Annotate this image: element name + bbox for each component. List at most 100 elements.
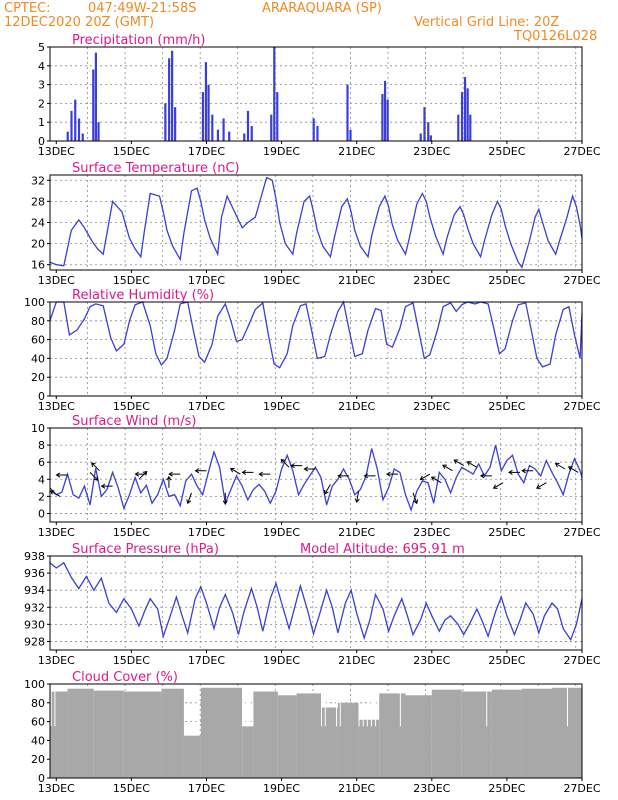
y-tick-label: 28 — [31, 195, 45, 208]
cloud-bar — [49, 691, 68, 778]
x-tick-label: 17DEC — [188, 400, 225, 413]
cloud-bar — [337, 702, 359, 778]
y-tick-label: 934 — [24, 584, 45, 597]
y-tick-label: 938 — [24, 550, 45, 563]
wind-arrow — [354, 491, 360, 504]
precip-bar — [429, 135, 432, 141]
y-tick-label: 80 — [31, 315, 45, 328]
precip-bar — [168, 58, 171, 141]
panel-5: 0 20 40 60 80 100 13DEC 15DEC 17DEC 19DEC 21DEC 23D… — [24, 670, 601, 795]
wind-arrow — [363, 473, 376, 479]
x-tick-label: 25DEC — [488, 145, 525, 158]
x-tick-label: 21DEC — [338, 782, 375, 795]
x-tick-label: 15DEC — [113, 274, 150, 287]
cloud-gap — [399, 684, 401, 727]
cloud-bar — [521, 688, 552, 778]
panel-0: 0 1 2 3 4 5 13DEC 15DEC 17DEC 19DEC 21DEC 23DEC 25DE… — [38, 33, 601, 158]
precip-bar — [94, 52, 98, 141]
y-tick-label: 100 — [24, 296, 45, 309]
precip-bar — [273, 47, 276, 141]
wind-arrow — [492, 482, 504, 489]
x-tick-label: 19DEC — [263, 782, 300, 795]
panel-frame — [49, 46, 583, 142]
precip-bar — [270, 114, 273, 141]
header-code: TQ0126L028 — [513, 29, 597, 44]
wind-arrow — [412, 492, 419, 505]
wind-arrow — [55, 472, 68, 478]
precip-bar — [92, 69, 95, 141]
cloud-gap — [50, 684, 52, 727]
cloud-bar — [183, 735, 201, 778]
x-tick-label: 19DEC — [263, 145, 300, 158]
x-tick-label: 23DEC — [413, 526, 450, 539]
x-tick-label: 15DEC — [113, 400, 150, 413]
x-tick-label: 23DEC — [413, 782, 450, 795]
cloud-bar — [491, 689, 522, 778]
wind-arrow — [258, 471, 271, 477]
wind-arrow — [337, 473, 350, 479]
cloud-gap — [196, 684, 198, 727]
precip-bar — [207, 84, 210, 141]
panel-title: Surface Temperature (nC) — [72, 161, 240, 176]
panel-4: 928 930 932 934 936 938 13DEC 15DEC 17DEC 19DEC 21… — [24, 542, 601, 667]
x-tick-label: 21DEC — [338, 274, 375, 287]
precip-bar — [174, 107, 177, 141]
x-tick-label: 17DEC — [188, 145, 225, 158]
series-line — [49, 176, 583, 269]
header-grid-note: Vertical Grid Line: 20Z — [414, 15, 559, 30]
y-tick-label: 80 — [31, 697, 45, 710]
wind-arrow — [134, 471, 147, 477]
chart-panels: 0 1 2 3 4 5 13DEC 15DEC 17DEC 19DEC 21DEC 23DEC 25DE… — [24, 33, 601, 795]
y-tick-label: 4 — [38, 60, 45, 73]
y-tick-label: 60 — [31, 716, 45, 729]
precip-bar — [77, 118, 81, 141]
cloud-gap — [188, 684, 190, 727]
cloud-bar — [242, 726, 254, 778]
precip-bar — [466, 88, 469, 141]
header-source: CPTEC: — [4, 1, 51, 16]
wind-arrow — [194, 468, 207, 474]
precip-bar — [457, 114, 460, 141]
x-tick-label: 25DEC — [488, 526, 525, 539]
cloud-gap — [336, 684, 338, 727]
wind-arrow — [280, 458, 290, 468]
precip-bar — [419, 133, 422, 141]
x-tick-label: 25DEC — [488, 274, 525, 287]
cloud-bar — [67, 688, 94, 778]
precip-bar — [66, 131, 69, 141]
wind-arrow — [521, 468, 534, 474]
y-tick-label: 6 — [38, 456, 45, 469]
wind-arrow — [168, 471, 181, 477]
cloud-bar — [379, 693, 406, 778]
wind-arrow — [91, 462, 100, 472]
wind-arrow — [222, 492, 228, 505]
y-tick-label: 0 — [38, 135, 45, 148]
y-tick-label: 60 — [31, 334, 45, 347]
precip-bar — [427, 122, 430, 141]
x-tick-label: 15DEC — [113, 145, 150, 158]
y-tick-label: 24 — [31, 217, 45, 230]
precip-bar — [74, 99, 77, 141]
precip-bar — [381, 94, 384, 141]
cloud-gap — [249, 684, 251, 727]
precip-bar — [171, 50, 174, 142]
cloud-bar — [296, 693, 322, 778]
x-tick-label: 13DEC — [38, 782, 75, 795]
precip-bar — [250, 125, 253, 141]
cloud-gap — [358, 684, 360, 727]
precip-bar — [349, 129, 352, 141]
wind-arrow — [508, 469, 520, 476]
wind-arrow — [100, 483, 113, 489]
cloud-gap — [324, 684, 326, 727]
cloud-bar — [161, 688, 184, 778]
x-tick-label: 15DEC — [113, 526, 150, 539]
cloud-gap — [192, 684, 194, 727]
series-line — [49, 444, 583, 513]
cloud-gap — [245, 684, 247, 727]
precip-bar — [386, 99, 389, 141]
cloud-bar — [461, 691, 492, 778]
x-tick-label: 13DEC — [38, 145, 75, 158]
wind-arrow — [430, 476, 442, 484]
y-tick-label: 32 — [31, 174, 45, 187]
